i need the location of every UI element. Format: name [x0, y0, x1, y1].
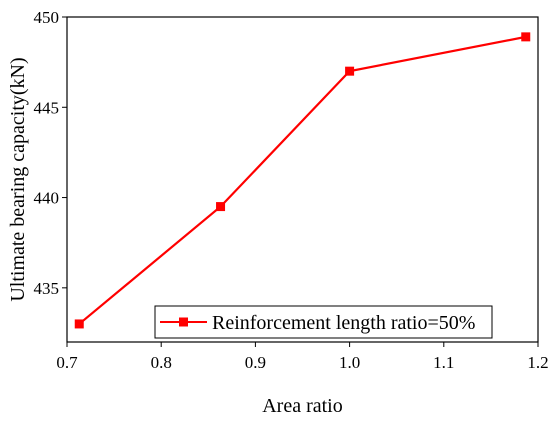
- x-tick-label: 1.2: [527, 353, 548, 372]
- legend-box: [154, 305, 493, 339]
- legend-square-marker-icon: [179, 317, 188, 327]
- legend: Reinforcement length ratio=50%: [154, 305, 493, 339]
- x-tick-label: 0.9: [245, 353, 266, 372]
- data-point-marker: [216, 202, 226, 212]
- series-line: [78, 35, 526, 325]
- x-tick-label: 1.1: [433, 353, 454, 372]
- y-tick-label: 450: [34, 8, 60, 27]
- data-point-marker: [345, 66, 355, 76]
- legend-label: Reinforcement length ratio=50%: [212, 312, 475, 334]
- plot-frame: [66, 16, 539, 343]
- y-tick-label: 440: [34, 189, 60, 208]
- y-tick-label: 445: [34, 98, 60, 117]
- x-tick-label: 0.8: [151, 353, 172, 372]
- data-point-marker: [521, 32, 531, 42]
- series-layer: [74, 32, 531, 329]
- x-axis-title: Area ratio: [262, 395, 343, 417]
- y-axis-title: Ultimate bearing capacity(kN): [7, 57, 29, 301]
- y-tick-label: 435: [34, 279, 60, 298]
- y-axis-ticks: 435 440 445 450: [34, 8, 67, 298]
- x-tick-label: 1.0: [339, 353, 360, 372]
- data-point-marker: [74, 319, 84, 329]
- x-tick-label: 0.7: [56, 353, 78, 372]
- x-axis-ticks: 0.7 0.8 0.9 1.0 1.1 1.2: [56, 342, 549, 372]
